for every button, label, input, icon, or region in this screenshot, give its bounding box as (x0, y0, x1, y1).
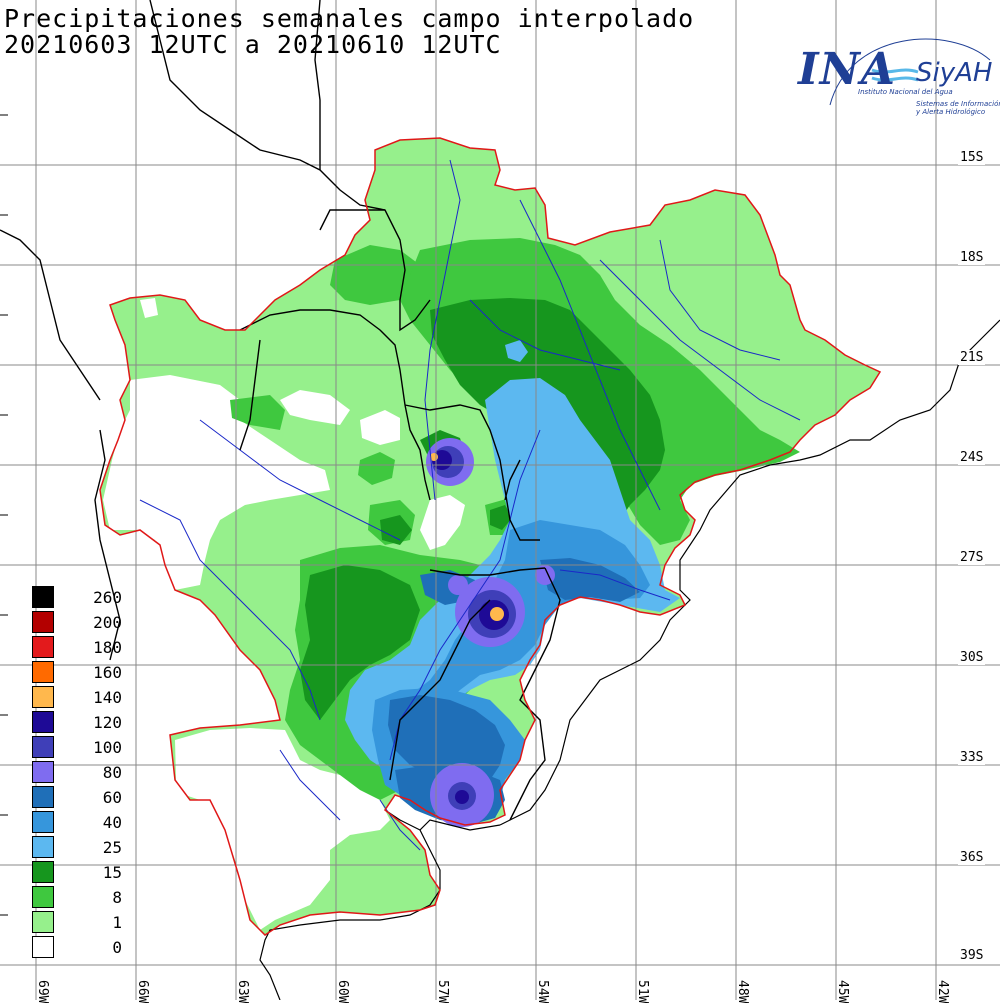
logo-swoosh-icon (829, 38, 991, 106)
legend-label: 8 (112, 888, 122, 907)
legend-swatch (32, 611, 54, 633)
basin-outline (99, 137, 882, 936)
lat-label: 33S (958, 750, 986, 765)
legend-swatch (32, 936, 54, 958)
legend-label: 1 (112, 913, 122, 932)
map-title: Precipitaciones semanales campo interpol… (4, 4, 695, 33)
ina-logo: INA SiyAH Instituto Nacional del Agua Si… (790, 30, 1000, 130)
legend-label: 40 (102, 813, 122, 832)
lat-label: 30S (958, 650, 986, 665)
legend-label: 0 (112, 938, 122, 957)
legend-swatch (32, 761, 54, 783)
dry-region-west (103, 375, 330, 590)
logo-system-text: Sistemas de Información y Alerta Hidroló… (916, 100, 1000, 116)
legend-swatch (32, 911, 54, 933)
legend-label: 100 (93, 738, 122, 757)
legend-swatch (32, 886, 54, 908)
lat-label: 39S (958, 948, 986, 963)
legend-swatch (32, 786, 54, 808)
lat-label: 24S (958, 450, 986, 465)
logo-siyah-text: SiyAH (916, 58, 993, 88)
legend-swatch (32, 836, 54, 858)
legend-label: 15 (102, 863, 122, 882)
legend-label: 80 (102, 763, 122, 782)
logo-system-line2: y Alerta Hidrológico (916, 108, 986, 116)
logo-institute-text: Instituto Nacional del Agua (858, 88, 953, 96)
legend-label: 120 (93, 713, 122, 732)
legend-label: 140 (93, 688, 122, 707)
lat-label: 15S (958, 150, 986, 165)
legend-swatch (32, 861, 54, 883)
lat-label: 36S (958, 850, 986, 865)
zone-60mm (540, 558, 640, 602)
logo-ina-text: INA (798, 44, 896, 95)
legend-swatch (32, 661, 54, 683)
logo-system-line1: Sistemas de Información (916, 100, 1000, 108)
legend-label: 200 (93, 613, 122, 632)
legend-swatch (32, 586, 54, 608)
legend-swatch (32, 636, 54, 658)
legend-swatch (32, 686, 54, 708)
legend-label: 260 (93, 588, 122, 607)
lat-label: 27S (958, 550, 986, 565)
map-subtitle-dates: 20210603 12UTC a 20210610 12UTC (4, 30, 502, 59)
legend-swatch (32, 811, 54, 833)
zone-8mm-north (330, 245, 420, 305)
lat-label: 21S (958, 350, 986, 365)
legend-label: 160 (93, 663, 122, 682)
lat-label: 18S (958, 250, 986, 265)
legend-swatch (32, 711, 54, 733)
legend-swatch (32, 736, 54, 758)
legend-label: 180 (93, 638, 122, 657)
legend-label: 60 (102, 788, 122, 807)
legend-label: 25 (102, 838, 122, 857)
